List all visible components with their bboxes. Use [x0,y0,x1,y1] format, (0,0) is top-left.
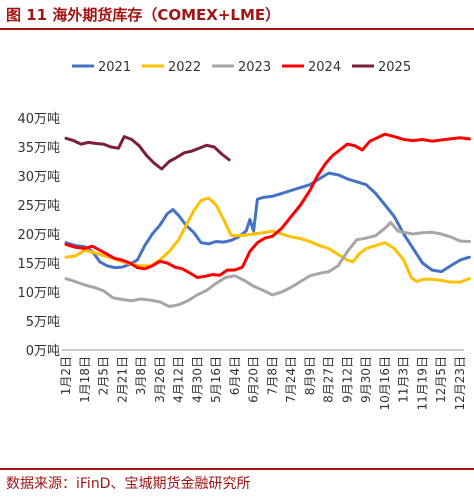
x-tick-label: 9月30日 [359,356,373,403]
x-tick-label: 4月30日 [190,356,204,403]
x-tick-label: 5月16日 [209,356,223,403]
x-tick-label: 11月19日 [415,356,429,411]
x-tick-label: 2月21日 [115,356,129,403]
legend-label-2023: 2023 [238,60,271,75]
legend-label-2024: 2024 [308,60,341,75]
x-tick-label: 8月27日 [322,356,336,403]
series-line-2023 [64,220,471,308]
x-tick-label: 2月5日 [97,356,111,395]
x-tick-label: 7月8日 [265,356,279,395]
x-tick-label: 8月9日 [303,356,317,395]
x-tick-label: 3月26日 [153,356,167,403]
x-tick-label: 6月4日 [228,356,242,395]
x-tick-label: 4月12日 [172,356,186,403]
legend-label-2022: 2022 [168,60,201,75]
y-tick-label: 0万吨 [26,344,60,359]
y-tick-label: 5万吨 [26,315,60,330]
x-tick-label: 11月3日 [397,356,411,403]
y-tick-label: 25万吨 [17,199,60,214]
series-line-2024 [64,132,471,279]
x-tick-label: 12月23日 [453,356,467,411]
x-tick-label: 3月8日 [134,356,148,395]
x-tick-label: 1月2日 [59,356,73,395]
y-tick-label: 15万吨 [17,257,60,272]
plot-lines [64,132,471,308]
legend: 2021 2022 2023 2024 2025 [72,60,411,75]
x-tick-label: 9月12日 [340,356,354,403]
chart-title: 图 11 海外期货库存（COMEX+LME） [6,6,281,24]
y-tick-label: 10万吨 [17,286,60,301]
y-tick-label: 40万吨 [17,112,60,127]
y-axis: 0万吨 5万吨 10万吨 15万吨 20万吨 25万吨 30万吨 35万吨 40万吨 [17,112,60,359]
line-chart: 2021 2022 2023 2024 2025 0万吨 5万吨 10万吨 15万吨 20万吨 2… [17,60,471,411]
legend-label-2021: 2021 [98,60,131,75]
x-axis: 1月2日 1月18日 2月5日 2月21日 3月8日 3月26日 4月12日 4月30日 5月1… [59,349,467,411]
x-tick-label: 12月5日 [434,356,448,403]
title-rule [0,28,474,30]
series-line-2022 [64,196,471,284]
x-tick-label: 10月16日 [378,356,392,411]
y-tick-label: 30万吨 [17,170,60,185]
y-tick-label: 20万吨 [17,228,60,243]
x-tick-label: 1月18日 [78,356,92,403]
series-line-2021 [64,171,471,274]
footer-rule [0,468,474,470]
source-note: 数据来源：iFinD、宝城期货金融研究所 [6,476,251,492]
legend-label-2025: 2025 [378,60,411,75]
series-line-2025 [64,135,231,171]
y-tick-label: 35万吨 [17,141,60,156]
x-tick-label: 7月24日 [284,356,298,403]
x-tick-label: 6月20日 [247,356,261,403]
